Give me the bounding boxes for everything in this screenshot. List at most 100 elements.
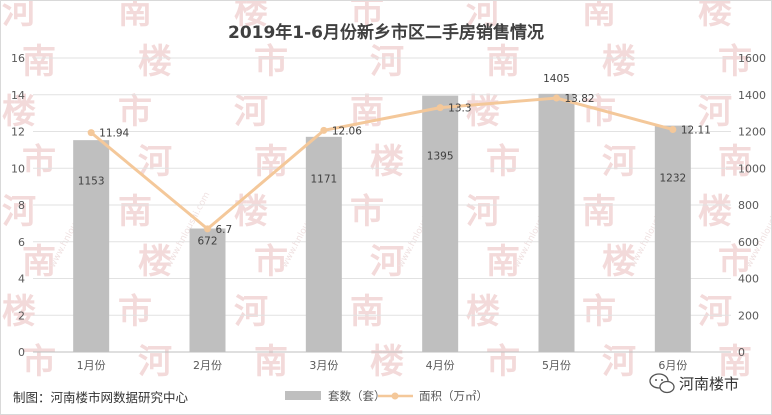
watermark-char: 南 bbox=[254, 342, 288, 382]
right-tick-label: 1400 bbox=[738, 89, 766, 102]
right-tick-label: 0 bbox=[738, 346, 745, 359]
bar-value-label: 1232 bbox=[659, 172, 686, 184]
watermark-char: 楼 bbox=[2, 292, 36, 332]
footer-brand: 河南楼市 bbox=[679, 375, 739, 393]
x-tick-label: 1月份 bbox=[77, 359, 106, 372]
watermark-char: 南 bbox=[486, 42, 520, 82]
watermark-char: 楼 bbox=[602, 42, 636, 82]
left-tick-label: 16 bbox=[11, 52, 25, 65]
x-tick-label: 2月份 bbox=[193, 359, 222, 372]
line-value-label: 11.94 bbox=[99, 128, 129, 140]
gridlines bbox=[33, 57, 731, 353]
line-value-label: 6.7 bbox=[216, 224, 233, 236]
watermark-char: 楼 bbox=[138, 242, 172, 282]
watermark-char: 南 bbox=[718, 142, 752, 182]
watermark-char: 河 bbox=[2, 192, 36, 232]
right-tick-label: 400 bbox=[738, 273, 759, 286]
watermark-char: 河 bbox=[2, 1, 36, 32]
line-point bbox=[320, 126, 328, 134]
bar bbox=[73, 140, 110, 352]
legend-bar-label: 套数（套） bbox=[328, 389, 386, 403]
watermark-char: 市 bbox=[486, 342, 520, 382]
bar-series bbox=[73, 93, 691, 353]
right-tick-label: 1600 bbox=[738, 52, 766, 65]
right-tick-label: 200 bbox=[738, 309, 759, 322]
watermark-char: 河 bbox=[602, 142, 636, 182]
legend: 套数（套） 面积（万㎡） bbox=[285, 389, 488, 403]
line-point bbox=[553, 94, 560, 102]
right-tick-label: 1000 bbox=[738, 162, 766, 175]
watermark-char: 楼 bbox=[138, 42, 172, 82]
left-tick-label: 10 bbox=[11, 162, 25, 175]
left-tick-label: 6 bbox=[18, 236, 25, 249]
watermark-char: 楼 bbox=[466, 292, 500, 332]
watermark-char: 南 bbox=[22, 242, 56, 282]
watermark-char: 河 bbox=[698, 92, 732, 132]
watermark-char: 市 bbox=[350, 192, 384, 232]
bar-value-label: 1405 bbox=[543, 73, 570, 85]
watermark-char: 市 bbox=[718, 42, 752, 82]
watermark-char: 河 bbox=[602, 342, 636, 382]
watermark-char: 市 bbox=[254, 242, 288, 282]
watermark-char: 楼 bbox=[2, 92, 36, 132]
right-tick-label: 1200 bbox=[738, 126, 766, 139]
bar bbox=[189, 228, 226, 352]
watermark-char: 市 bbox=[118, 92, 152, 132]
x-tick-label: 4月份 bbox=[426, 359, 455, 372]
watermark-char: 市 bbox=[118, 292, 152, 332]
bar-value-label: 1395 bbox=[427, 151, 454, 163]
wechat-icon bbox=[649, 373, 675, 394]
left-tick-label: 14 bbox=[11, 89, 25, 102]
watermark-char: 市 bbox=[22, 142, 56, 182]
line-value-label: 12.06 bbox=[332, 125, 362, 137]
watermark-char: 市 bbox=[350, 1, 384, 32]
watermark-char: 南 bbox=[718, 342, 752, 382]
watermark-char: 楼 bbox=[698, 192, 732, 232]
line-point bbox=[204, 225, 211, 233]
watermark-char: 楼 bbox=[602, 242, 636, 282]
watermark-char: 南 bbox=[582, 1, 616, 32]
line-value-label: 13.82 bbox=[565, 93, 595, 105]
line-value-label: 13.3 bbox=[448, 103, 471, 115]
legend-bar-swatch bbox=[285, 391, 321, 400]
left-tick-label: 8 bbox=[18, 199, 25, 212]
line-series bbox=[87, 94, 677, 233]
x-tick-label: 3月份 bbox=[309, 359, 338, 372]
watermark-char: 河 bbox=[466, 192, 500, 232]
watermark-char: 市 bbox=[718, 242, 752, 282]
data-labels: 1153 672 1171 1395 1405 1232 11.94 6.7 12.06 13.3… bbox=[78, 73, 711, 248]
watermark-char: 市 bbox=[254, 42, 288, 82]
watermark-char: 市 bbox=[486, 142, 520, 182]
bar-value-label: 1153 bbox=[78, 176, 105, 188]
x-tick-label: 6月份 bbox=[658, 359, 687, 372]
right-tick-label: 600 bbox=[738, 236, 759, 249]
watermark-char: 楼 bbox=[370, 342, 404, 382]
area-line bbox=[90, 96, 674, 231]
bar bbox=[654, 125, 691, 353]
line-point bbox=[436, 104, 444, 112]
watermark-char: 河 bbox=[466, 1, 500, 32]
watermark-char: 南 bbox=[350, 292, 384, 332]
watermark-char: 楼 bbox=[466, 92, 500, 132]
bar-value-label: 672 bbox=[197, 236, 217, 248]
footer-credit: 制图：河南楼市网数据研究中心 bbox=[13, 390, 189, 405]
bar bbox=[422, 95, 459, 352]
right-tick-label: 800 bbox=[738, 199, 759, 212]
watermark-char: 南 bbox=[486, 242, 520, 282]
left-tick-label: 12 bbox=[11, 126, 25, 139]
watermark-char: 河 bbox=[234, 292, 268, 332]
watermark-char: 南 bbox=[118, 1, 152, 32]
left-tick-label: 0 bbox=[18, 346, 25, 359]
watermark-char: 南 bbox=[582, 192, 616, 232]
line-point bbox=[669, 125, 677, 133]
chart-title: 2019年1-6月份新乡市区二手房销售情况 bbox=[228, 22, 544, 43]
left-tick-label: 2 bbox=[18, 309, 25, 322]
watermark-char: 河 bbox=[138, 342, 172, 382]
bar bbox=[305, 136, 342, 352]
left-tick-label: 4 bbox=[18, 273, 25, 286]
bar-value-label: 1171 bbox=[310, 173, 337, 185]
watermark-char: 河 bbox=[370, 242, 404, 282]
